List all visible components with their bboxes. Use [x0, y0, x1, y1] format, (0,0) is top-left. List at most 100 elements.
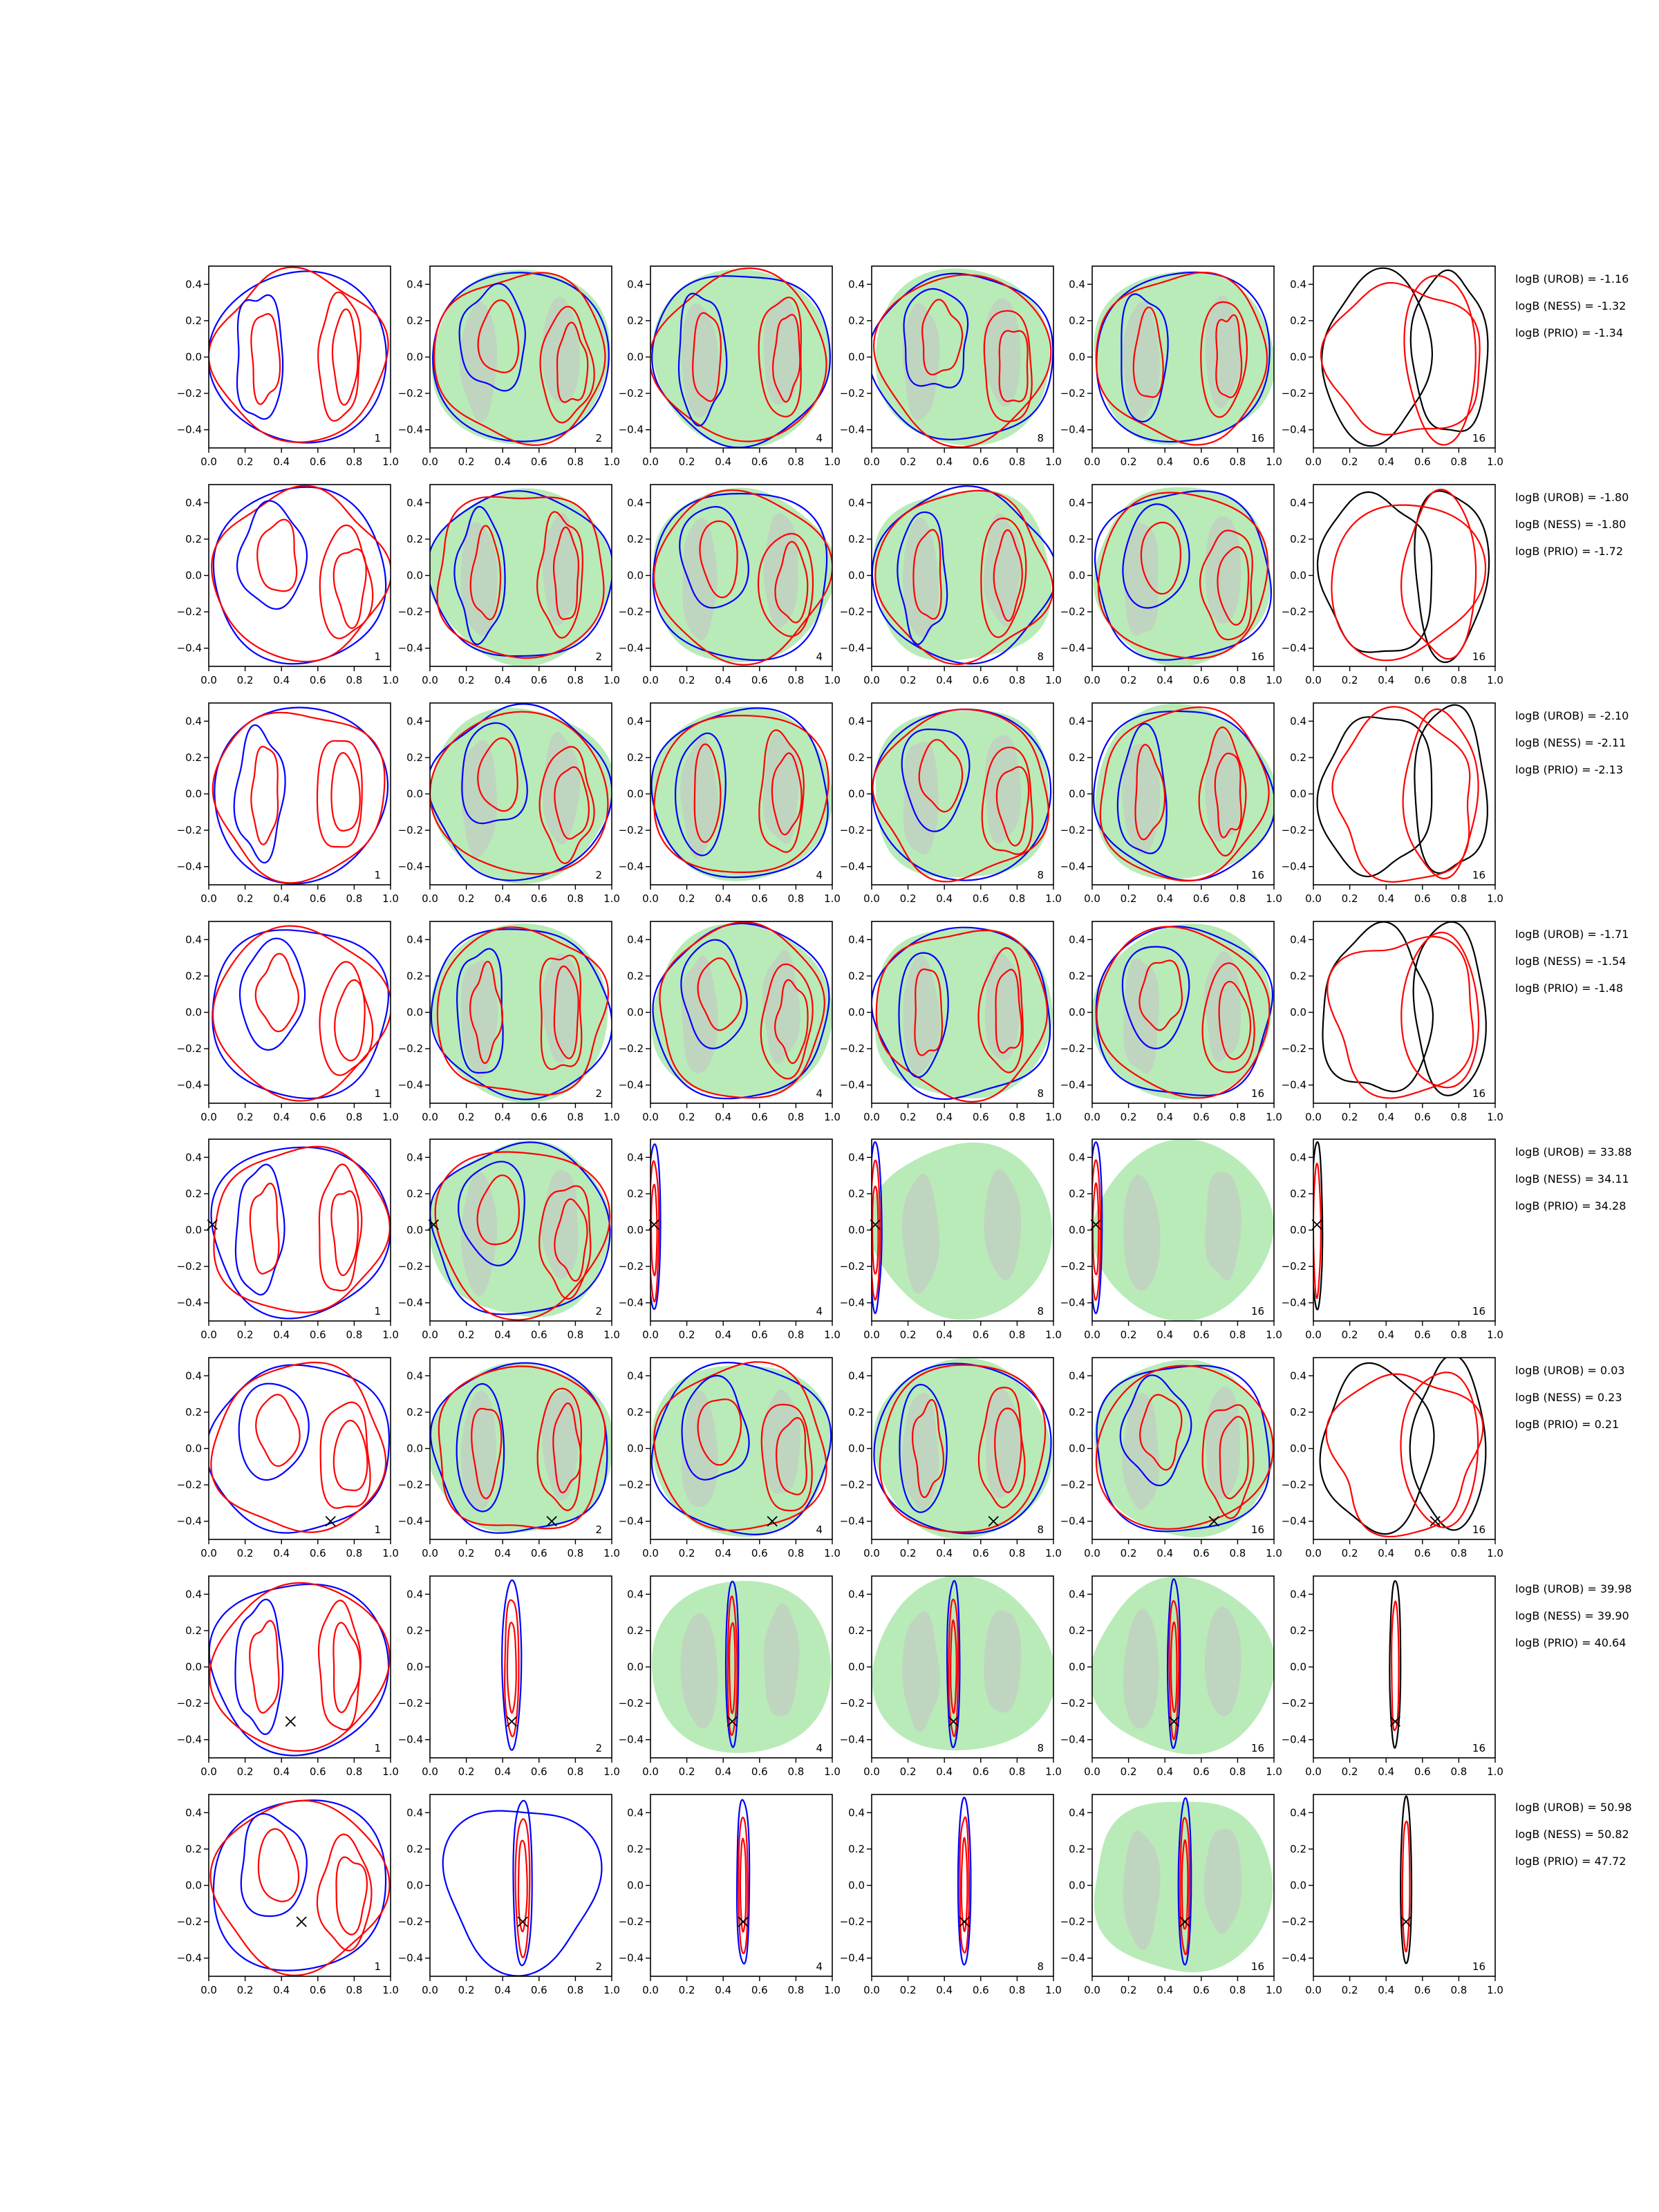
density-core [984, 1610, 1022, 1713]
y-tick-label: −0.2 [619, 824, 644, 836]
y-tick-label: 0.2 [1069, 533, 1085, 545]
density-core [1205, 730, 1241, 842]
y-tick-label: −0.4 [1282, 424, 1306, 436]
x-tick-label: 0.4 [715, 456, 731, 468]
red-contour [912, 529, 942, 620]
x-tick-label: 1.0 [1045, 1111, 1062, 1123]
panel-contours [430, 1140, 611, 1321]
panel-contours [872, 1141, 1053, 1320]
density-core [680, 735, 719, 860]
x-tick-label: 0.0 [1305, 1329, 1322, 1341]
blue-contour [456, 1382, 505, 1512]
y-tick-label: 0.0 [627, 1006, 644, 1019]
x-tick-label: 0.0 [863, 1547, 880, 1559]
x-tick-label: 0.2 [900, 1984, 917, 1996]
density-core [1204, 1606, 1241, 1716]
subplot-panel: 0.0 0.2 0.4 0.6 0.8 1.0 0.4 0.2 0.0 −0.2 −0.4 8 [840, 1575, 1062, 1778]
red-contour [981, 747, 1033, 855]
y-tick-label: −0.4 [840, 1734, 865, 1746]
panel-contours [1316, 488, 1490, 664]
subplot-panel: 0.0 0.2 0.4 0.6 0.8 1.0 0.4 0.2 0.0 −0.2 −0.4 16 [1282, 921, 1503, 1123]
x-tick-label: 1.0 [1045, 1547, 1062, 1559]
panel-contours [209, 266, 389, 444]
red-contour [256, 518, 298, 592]
y-tick-label: −0.2 [177, 1260, 202, 1273]
axes-frame [208, 702, 391, 885]
panel-contours [212, 925, 391, 1102]
true-value-marker [948, 1716, 959, 1727]
x-tick-label: 0.2 [1121, 456, 1137, 468]
subplot-panel: 0.0 0.2 0.4 0.6 0.8 1.0 0.4 0.2 0.0 −0.2 −0.4 16 [1060, 702, 1282, 905]
black-contour [1389, 1580, 1402, 1749]
x-tick-label: 1.0 [382, 1547, 399, 1559]
column-label: 1 [374, 432, 381, 444]
x-tick-label: 0.6 [310, 1111, 326, 1123]
red-contour [209, 1582, 391, 1752]
x-tick-label: 1.0 [1487, 456, 1503, 468]
panel-contours [650, 1361, 832, 1537]
blue-contour [650, 1361, 832, 1536]
panel-contours [1400, 1795, 1413, 1965]
x-tick-label: 1.0 [1266, 1111, 1282, 1123]
red-contour [653, 1361, 827, 1531]
y-tick-label: −0.2 [1282, 1042, 1306, 1055]
x-tick-label: 0.2 [237, 892, 254, 905]
x-tick-label: 0.2 [1121, 674, 1137, 686]
density-core [541, 1391, 579, 1501]
x-tick-label: 0.4 [1378, 456, 1394, 468]
y-tick-label: −0.2 [619, 1479, 644, 1491]
blue-contour [897, 511, 948, 646]
blue-contour [234, 1163, 285, 1296]
red-contour [536, 1387, 582, 1512]
x-tick-label: 0.8 [1450, 1111, 1467, 1123]
x-tick-label: 0.6 [1193, 1329, 1210, 1341]
x-tick-label: 0.6 [973, 1547, 989, 1559]
x-tick-label: 0.2 [679, 1765, 695, 1778]
black-contour [1322, 921, 1434, 1093]
x-tick-label: 1.0 [1045, 1984, 1062, 1996]
density-core [1123, 301, 1160, 420]
x-tick-label: 0.4 [715, 892, 731, 905]
y-tick-label: 0.0 [1290, 788, 1306, 800]
density-core [1205, 295, 1243, 409]
y-tick-label: −0.2 [177, 1479, 202, 1491]
x-tick-label: 0.2 [900, 674, 917, 686]
red-contour [1313, 1162, 1322, 1300]
red-contour [1201, 1404, 1255, 1519]
blue-contour [430, 490, 612, 657]
x-tick-label: 0.2 [458, 456, 475, 468]
x-tick-label: 0.4 [715, 1111, 731, 1123]
subplot-panel: 0.0 0.2 0.4 0.6 0.8 1.0 0.4 0.2 0.0 −0.2 −0.4 16 [1282, 265, 1503, 468]
y-tick-label: 0.4 [848, 496, 865, 509]
y-tick-label: −0.4 [619, 1515, 644, 1528]
red-contour [960, 1837, 968, 1932]
x-tick-label: 0.0 [1084, 1329, 1100, 1341]
x-tick-label: 1.0 [382, 1329, 399, 1341]
x-tick-label: 0.8 [1009, 1765, 1025, 1778]
y-tick-label: 0.4 [627, 933, 644, 946]
blue-contour [210, 1146, 391, 1320]
red-contour [771, 752, 803, 836]
panel-contours [872, 709, 1052, 883]
y-tick-label: −0.4 [1060, 1079, 1085, 1091]
red-contour [1401, 1820, 1411, 1953]
x-tick-label: 0.6 [531, 674, 547, 686]
red-contour [433, 272, 606, 447]
x-tick-label: 0.6 [1193, 892, 1210, 905]
x-tick-label: 0.2 [679, 456, 695, 468]
logb-label: logB (NESS) = 34.11 [1515, 1172, 1629, 1185]
x-tick-label: 0.2 [900, 1765, 917, 1778]
panel-contours [650, 706, 832, 881]
logb-label: logB (UROB) = -1.16 [1515, 272, 1629, 285]
subplot-panel: 0.0 0.2 0.4 0.6 0.8 1.0 0.4 0.2 0.0 −0.2 −0.4 8 [840, 1357, 1062, 1559]
y-tick-label: 0.4 [848, 1806, 865, 1819]
density-core [762, 1389, 801, 1494]
axes-frame [1313, 1575, 1496, 1759]
panel-contours [650, 267, 832, 448]
density-core [460, 522, 498, 637]
x-tick-label: 0.8 [567, 456, 583, 468]
x-tick-label: 0.4 [494, 456, 511, 468]
density-core [1205, 1172, 1241, 1281]
column-label: 16 [1472, 869, 1485, 881]
x-tick-label: 0.8 [787, 456, 804, 468]
